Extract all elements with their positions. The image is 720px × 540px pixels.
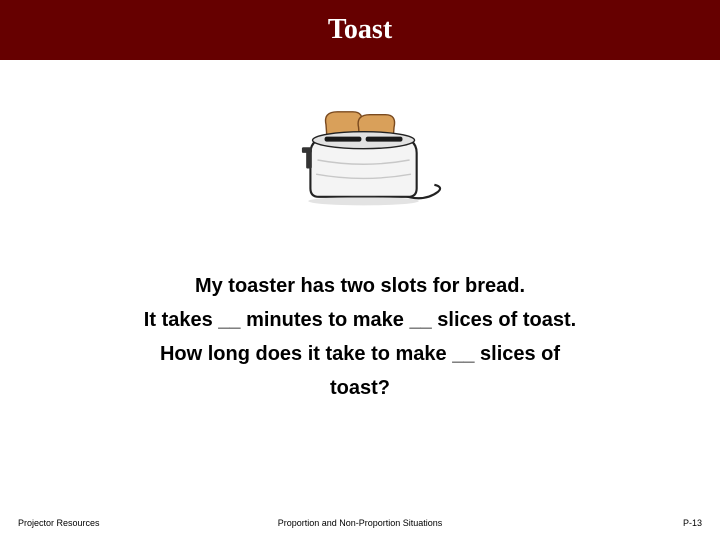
content-area: My toaster has two slots for bread. It t… [0,60,720,410]
footer-left: Projector Resources [18,518,100,528]
footer-right: P-13 [683,518,702,528]
toaster-icon [275,95,445,225]
line-3b: toast? [0,376,720,401]
footer: Projector Resources Proportion and Non-P… [0,518,720,528]
line-1: My toaster has two slots for bread. [0,274,720,299]
slide-title: Toast [328,14,392,46]
line-2: It takes __ minutes to make __ slices of… [0,308,720,333]
toaster-illustration [240,80,480,240]
problem-text: My toaster has two slots for bread. It t… [0,265,720,410]
line-3a: How long does it take to make __ slices … [0,342,720,367]
title-bar: Toast [0,0,720,60]
footer-center: Proportion and Non-Proportion Situations [278,518,443,528]
